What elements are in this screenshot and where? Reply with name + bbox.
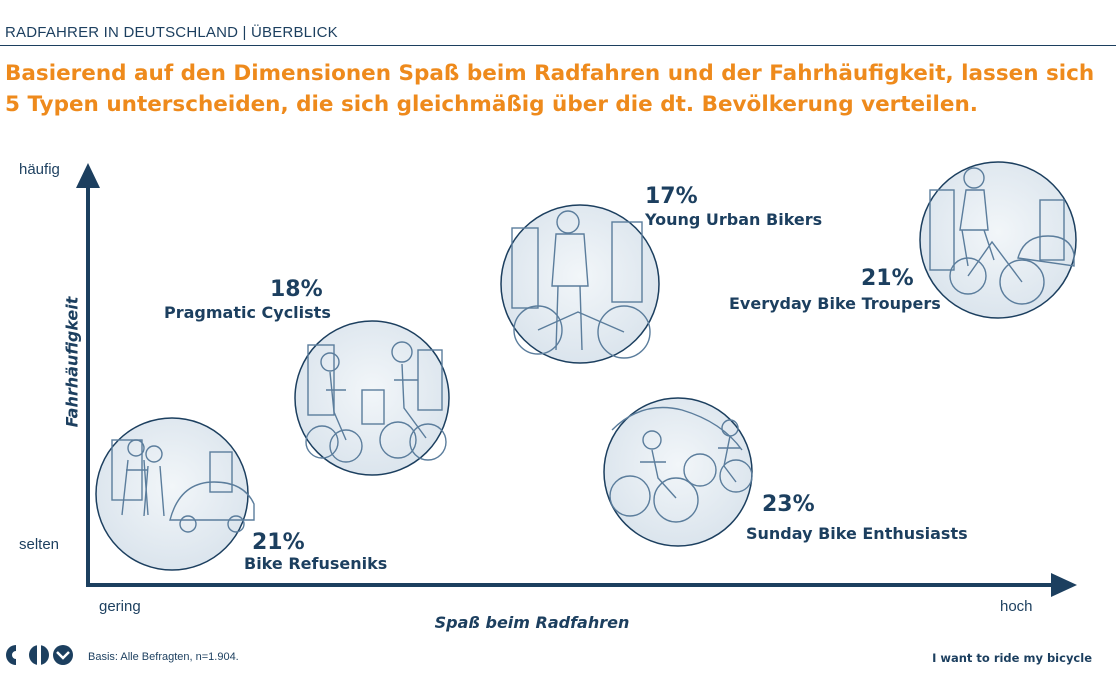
bubble-bike-refuseniks — [95, 417, 255, 571]
bubble-young-urban-bikers — [500, 204, 660, 364]
segment-share-sunday-bike-enthusiasts: 23% — [762, 492, 815, 517]
segment-share-young-urban-bikers: 17% — [645, 184, 698, 209]
y-axis-arrow — [76, 163, 100, 188]
segment-share-pragmatic-cyclists: 18% — [270, 277, 323, 302]
segment-name-pragmatic-cyclists: Pragmatic Cyclists — [164, 303, 331, 322]
x-axis-low-label: gering — [99, 598, 141, 615]
segment-share-everyday-bike-troupers: 21% — [861, 266, 914, 291]
segment-name-sunday-bike-enthusiasts: Sunday Bike Enthusiasts — [746, 524, 968, 543]
segment-name-young-urban-bikers: Young Urban Bikers — [645, 210, 823, 229]
y-axis-low-label: selten — [19, 536, 60, 553]
x-axis-arrow — [1051, 573, 1077, 597]
tagline: I want to ride my bicycle — [932, 651, 1092, 665]
segment-name-everyday-bike-troupers: Everyday Bike Troupers — [729, 294, 941, 313]
segment-name-bike-refuseniks: Bike Refuseniks — [244, 554, 388, 573]
basis-note: Basis: Alle Befragten, n=1.904. — [88, 651, 239, 663]
x-axis-high-label: hoch — [1000, 598, 1033, 615]
y-axis-title: Fahrhäufigkeit — [62, 296, 82, 428]
y-axis-high-label: häufig — [19, 161, 60, 178]
header-divider — [0, 45, 1116, 46]
bubble-pragmatic-cyclists — [294, 320, 450, 476]
segment-share-bike-refuseniks: 21% — [252, 530, 305, 555]
bubble-sunday-bike-enthusiasts — [603, 397, 753, 547]
company-logo-icon — [6, 645, 73, 665]
section-label: RADFAHRER IN DEUTSCHLAND | ÜBERBLICK — [5, 24, 338, 41]
bubble-everyday-bike-troupers — [919, 161, 1077, 319]
x-axis-title: Spaß beim Radfahren — [434, 613, 630, 632]
headline: Basierend auf den Dimensionen Spaß beim … — [5, 61, 1095, 117]
